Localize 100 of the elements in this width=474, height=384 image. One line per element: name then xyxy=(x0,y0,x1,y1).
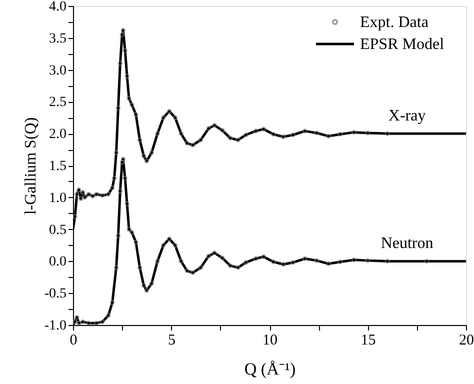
point xyxy=(76,187,82,192)
y-tick-label: 2.0 xyxy=(49,127,66,142)
point xyxy=(352,258,356,262)
point xyxy=(122,48,128,54)
point xyxy=(280,262,286,267)
y-tick-label: 0.0 xyxy=(49,254,66,270)
y-tick-label: 0.5 xyxy=(49,222,66,238)
y-tick-label: 1.0 xyxy=(49,190,66,206)
point xyxy=(100,319,105,324)
point xyxy=(338,132,343,137)
point xyxy=(120,32,124,38)
point xyxy=(114,265,119,270)
point xyxy=(280,134,286,140)
point xyxy=(326,261,331,266)
point xyxy=(178,131,184,136)
point xyxy=(144,288,150,293)
point xyxy=(198,138,204,142)
x-tick-label: 10 xyxy=(262,332,278,348)
point xyxy=(144,158,150,164)
point xyxy=(314,258,320,263)
point xyxy=(212,250,217,256)
point xyxy=(122,176,128,181)
y-tick-label: -1.0 xyxy=(44,318,66,334)
point xyxy=(80,319,86,324)
legend-label: EPSR Model xyxy=(360,36,445,53)
point xyxy=(172,242,178,248)
point xyxy=(290,132,296,138)
point xyxy=(74,192,80,197)
y-tick-label: -0.5 xyxy=(44,286,66,302)
point xyxy=(244,260,248,265)
point xyxy=(90,194,96,198)
point xyxy=(253,128,258,134)
point xyxy=(116,106,121,110)
y-tick-label: 3.5 xyxy=(49,31,66,46)
point xyxy=(73,214,78,219)
point xyxy=(424,258,430,264)
point xyxy=(94,320,99,325)
point xyxy=(172,115,178,120)
point xyxy=(86,192,92,197)
x-axis-title: Q (Å⁻¹) xyxy=(244,360,296,378)
point xyxy=(106,192,111,197)
point xyxy=(184,140,190,146)
y-tick-label: 1.5 xyxy=(49,159,66,174)
legend-label: Expt. Data xyxy=(360,14,428,31)
point xyxy=(110,300,115,306)
point xyxy=(166,236,172,242)
point xyxy=(365,130,370,136)
point xyxy=(149,150,154,156)
point xyxy=(290,260,296,265)
point xyxy=(190,142,196,148)
point xyxy=(302,128,308,134)
point xyxy=(220,256,225,260)
point xyxy=(137,138,142,142)
point xyxy=(302,256,308,262)
point xyxy=(149,281,154,286)
point xyxy=(244,132,248,138)
point xyxy=(110,185,115,190)
point xyxy=(236,265,240,270)
point xyxy=(166,108,172,114)
point xyxy=(155,258,160,264)
point xyxy=(126,96,132,101)
point xyxy=(86,320,92,325)
x-tick-label: 15 xyxy=(360,332,376,348)
x-tick-label: 0 xyxy=(70,332,78,348)
x-tick-label: 5 xyxy=(168,332,176,348)
y-tick-label: 2.5 xyxy=(49,95,66,110)
point xyxy=(114,150,119,156)
annotation: Neutron xyxy=(380,235,434,252)
point xyxy=(271,259,276,264)
point xyxy=(261,254,266,260)
point xyxy=(271,132,276,137)
y-tick-label: 3.0 xyxy=(49,63,66,78)
point xyxy=(134,112,138,117)
point xyxy=(155,131,160,136)
point xyxy=(206,254,211,258)
point xyxy=(236,138,240,142)
point xyxy=(112,176,117,181)
point xyxy=(314,130,320,136)
point xyxy=(126,226,132,232)
point xyxy=(118,61,123,66)
point xyxy=(120,156,126,162)
point xyxy=(120,160,124,165)
point xyxy=(118,188,123,194)
point xyxy=(190,270,196,276)
point xyxy=(120,28,126,33)
point xyxy=(261,126,266,132)
point xyxy=(385,131,390,136)
point xyxy=(80,190,86,195)
point xyxy=(134,240,138,244)
point xyxy=(74,314,80,320)
point xyxy=(141,283,146,288)
point xyxy=(106,313,111,318)
point xyxy=(94,192,99,197)
annotation: X-ray xyxy=(388,108,426,125)
point xyxy=(116,233,121,238)
point xyxy=(220,128,225,133)
point xyxy=(365,258,370,263)
point xyxy=(141,154,146,158)
x-tick-label: 20 xyxy=(459,332,474,348)
point xyxy=(124,201,130,206)
